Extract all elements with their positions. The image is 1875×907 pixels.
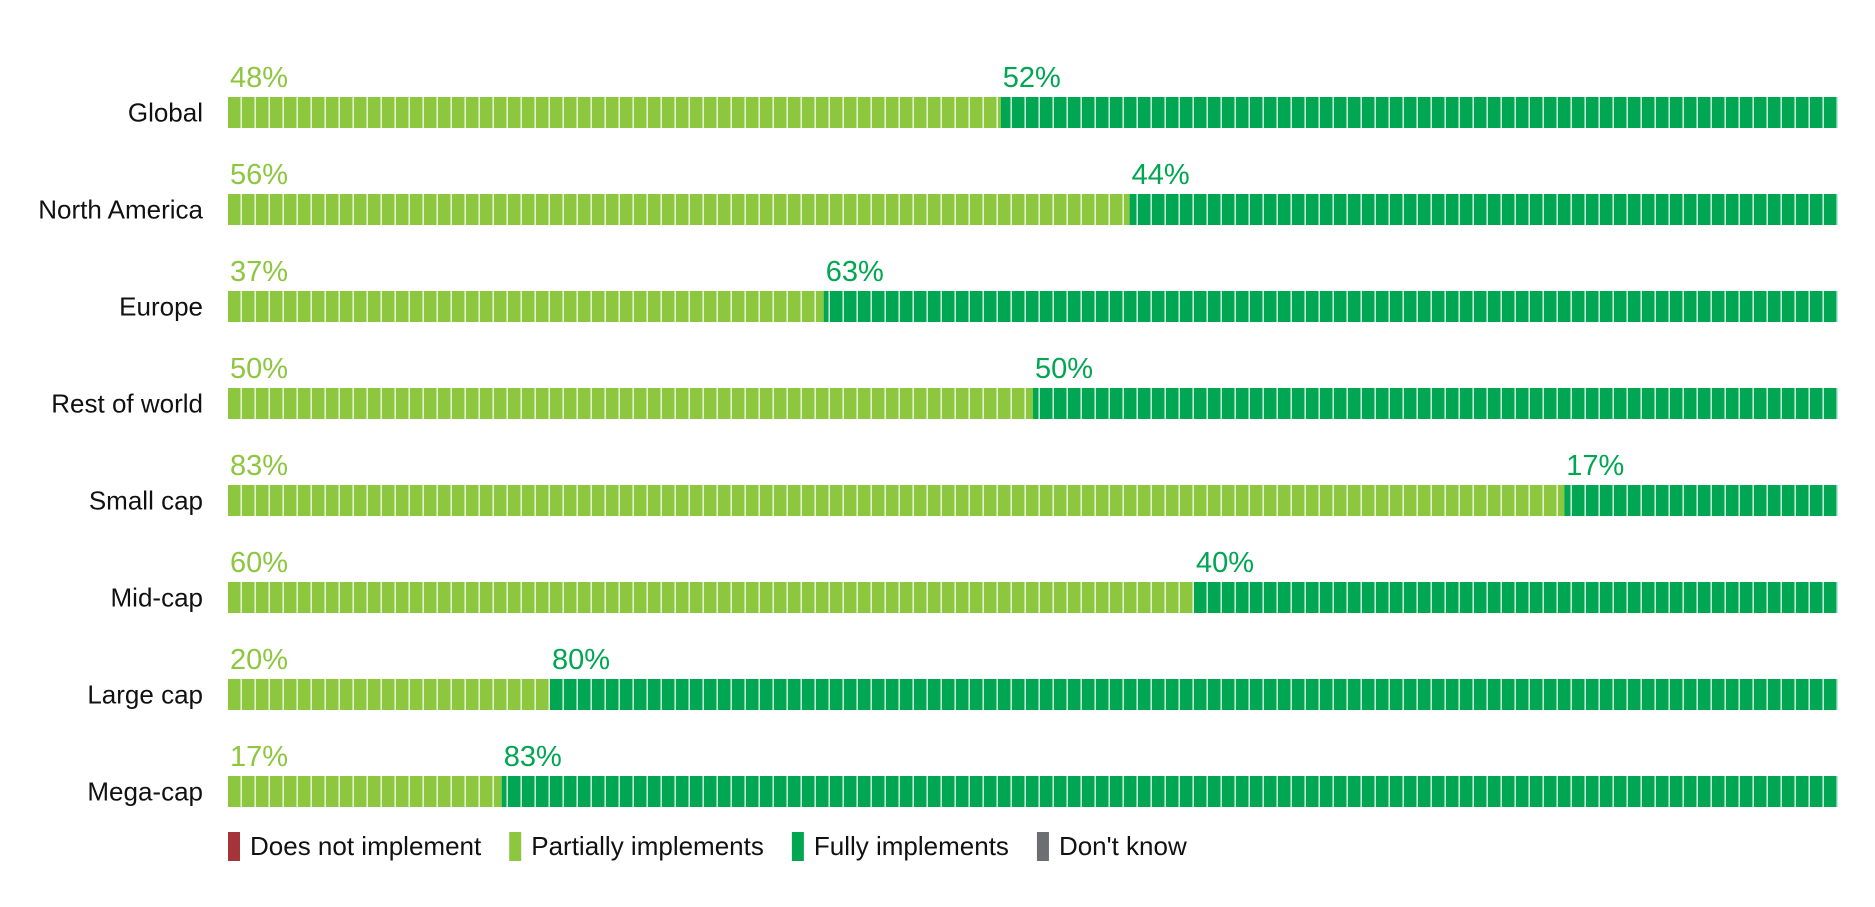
category-label: North America xyxy=(38,195,203,225)
legend-swatch xyxy=(228,832,240,861)
data-label: 83% xyxy=(230,450,288,482)
bar-segment-texture xyxy=(1129,194,1838,225)
bar-segment-texture xyxy=(228,97,1001,128)
category-label: Europe xyxy=(119,292,203,322)
data-label: 20% xyxy=(230,644,288,676)
bar-segment-texture xyxy=(1564,485,1838,516)
data-label: 17% xyxy=(230,741,288,773)
data-label: 44% xyxy=(1132,159,1190,191)
data-label: 60% xyxy=(230,547,288,579)
legend-label: Does not implement xyxy=(250,831,482,861)
bar-segment-texture xyxy=(501,776,1839,807)
category-label: Rest of world xyxy=(51,389,203,419)
category-label: Large cap xyxy=(87,680,203,710)
labels-layer: Global 48% 52% North America 56% 44% Europe 37%… xyxy=(38,62,1624,807)
legend-item-fully-implements: Fully implements xyxy=(791,831,1009,861)
data-label: 63% xyxy=(826,256,884,288)
data-label: 52% xyxy=(1003,62,1061,94)
legend-swatch xyxy=(509,832,522,861)
legend-swatch xyxy=(1036,832,1049,861)
category-label: Small cap xyxy=(89,486,203,516)
bars-layer xyxy=(228,97,1839,807)
data-label: 56% xyxy=(230,159,288,191)
data-label: 83% xyxy=(504,741,562,773)
bar-segment-texture xyxy=(1000,97,1838,128)
legend-label: Fully implements xyxy=(814,831,1009,861)
bar-segment-texture xyxy=(1033,388,1838,419)
bar-segment-texture xyxy=(228,679,550,710)
legend-item-partially-implements: Partially implements xyxy=(509,831,764,861)
legend: Does not implement Partially implements Fu… xyxy=(228,831,1187,861)
data-label: 48% xyxy=(230,62,288,94)
legend-item-does-not-implement: Does not implement xyxy=(228,831,482,861)
bar-segment-texture xyxy=(228,582,1194,613)
bar-segment-texture xyxy=(228,388,1033,419)
legend-label: Partially implements xyxy=(531,831,764,861)
bar-segment-texture xyxy=(1194,582,1838,613)
data-label: 40% xyxy=(1196,547,1254,579)
category-label: Mega-cap xyxy=(87,777,203,807)
bar-segment-texture xyxy=(550,679,1838,710)
legend-item-don-t-know: Don't know xyxy=(1036,831,1187,861)
bar-segment-texture xyxy=(228,776,502,807)
data-label: 50% xyxy=(1035,353,1093,385)
legend-swatch xyxy=(791,832,804,861)
bar-segment-texture xyxy=(228,485,1565,516)
data-label: 80% xyxy=(552,644,610,676)
bar-segment-texture xyxy=(228,291,824,322)
category-label: Global xyxy=(128,98,203,128)
category-label: Mid-cap xyxy=(111,583,203,613)
data-label: 37% xyxy=(230,256,288,288)
legend-label: Don't know xyxy=(1059,831,1187,861)
data-label: 17% xyxy=(1566,450,1624,482)
bar-segment-texture xyxy=(228,194,1130,225)
bar-segment-texture xyxy=(823,291,1838,322)
data-label: 50% xyxy=(230,353,288,385)
